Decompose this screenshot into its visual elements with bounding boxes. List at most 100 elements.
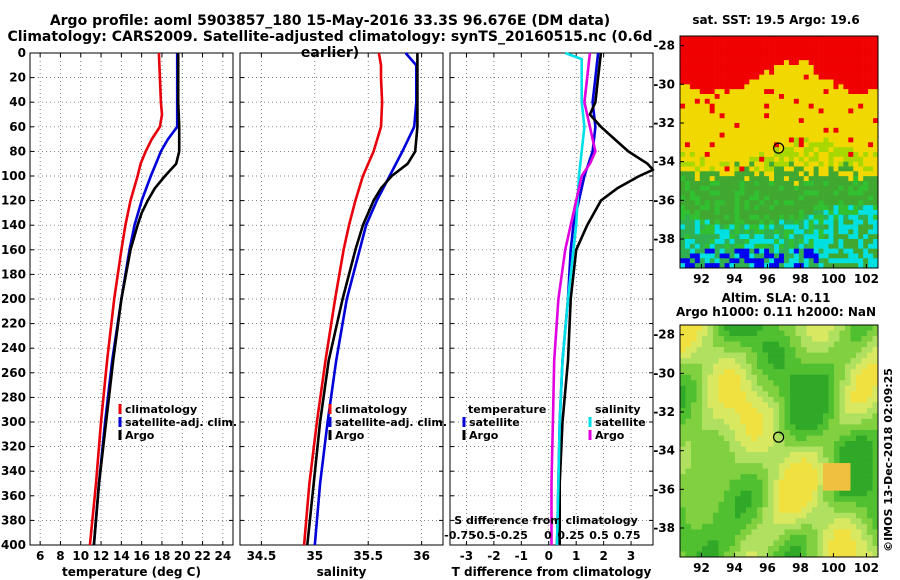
sst-cell bbox=[828, 166, 834, 172]
sst-cell bbox=[813, 79, 819, 85]
sst-cell bbox=[838, 98, 844, 104]
sst-cell bbox=[779, 36, 785, 42]
sla-cell bbox=[823, 363, 829, 370]
sst-cell bbox=[873, 118, 879, 124]
sst-cell bbox=[764, 65, 770, 71]
sst-cell bbox=[788, 200, 795, 206]
x-tick-label: 1 bbox=[572, 549, 580, 563]
sla-cell bbox=[861, 507, 868, 514]
sla-cell bbox=[729, 441, 736, 447]
sst-cell bbox=[684, 210, 691, 216]
sst-cell bbox=[779, 190, 785, 196]
sst-cell bbox=[754, 89, 760, 95]
sla-cell bbox=[713, 325, 719, 331]
sla-cell bbox=[784, 452, 791, 458]
sst-cell bbox=[739, 253, 745, 259]
sst-cell bbox=[754, 152, 760, 158]
sla-cell bbox=[746, 330, 752, 337]
sst-cell bbox=[858, 98, 864, 104]
sst-cell bbox=[684, 229, 691, 235]
sst-cell bbox=[774, 113, 780, 119]
sst-cell bbox=[769, 195, 775, 201]
sla-cell bbox=[729, 479, 736, 486]
sla-cell bbox=[867, 446, 873, 453]
sla-cell bbox=[790, 452, 796, 458]
sla-cell bbox=[724, 457, 730, 464]
sst-cell bbox=[764, 108, 770, 114]
sla-cell bbox=[718, 468, 725, 475]
sst-cell bbox=[689, 248, 696, 254]
sst-cell bbox=[873, 248, 879, 254]
sst-cell bbox=[813, 142, 819, 148]
sla-cell bbox=[790, 341, 796, 348]
sla-cell bbox=[801, 336, 807, 342]
sst-cell bbox=[749, 248, 755, 254]
sla-cell bbox=[740, 441, 747, 447]
sla-cell bbox=[872, 501, 879, 508]
sst-cell bbox=[714, 253, 720, 259]
sst-cell bbox=[684, 224, 691, 230]
sst-cell bbox=[774, 142, 780, 148]
sst-cell bbox=[808, 234, 814, 240]
sst-cell bbox=[853, 118, 859, 124]
sla-cell bbox=[801, 501, 807, 508]
sst-cell bbox=[813, 152, 819, 158]
sst-cell bbox=[704, 45, 710, 51]
sla-cell bbox=[773, 463, 780, 469]
sla-cell bbox=[839, 534, 846, 541]
sst-cell bbox=[783, 195, 790, 201]
sst-cell bbox=[774, 166, 780, 172]
sla-cell bbox=[861, 352, 868, 359]
sst-cell bbox=[793, 229, 800, 235]
sst-cell bbox=[803, 74, 809, 80]
sst-cell bbox=[838, 239, 844, 245]
sla-cell bbox=[845, 369, 851, 376]
sst-cell bbox=[838, 200, 844, 206]
sst-cell bbox=[744, 98, 750, 104]
sla-cell bbox=[806, 363, 813, 370]
sla-cell bbox=[768, 363, 774, 370]
sla-cell bbox=[685, 479, 692, 486]
sla-cell bbox=[691, 501, 697, 508]
sst-cell bbox=[719, 205, 725, 211]
sla-cell bbox=[850, 336, 857, 342]
sst-cell bbox=[793, 40, 800, 46]
sst-cell bbox=[744, 176, 750, 182]
sst-cell bbox=[689, 229, 696, 235]
x-tick-label: 10 bbox=[72, 549, 89, 563]
sla-cell bbox=[795, 441, 802, 447]
sla-cell bbox=[707, 352, 714, 359]
sla-cell bbox=[696, 402, 703, 409]
sla-cell bbox=[680, 336, 686, 342]
sst-cell bbox=[828, 205, 834, 211]
sst-cell bbox=[843, 142, 849, 148]
sla-cell bbox=[790, 418, 796, 425]
sst-cell bbox=[848, 65, 854, 71]
sla-cell bbox=[762, 540, 769, 547]
sst-cell bbox=[769, 239, 775, 245]
sla-cell bbox=[762, 413, 769, 420]
sst-cell bbox=[759, 94, 765, 100]
sst-cell bbox=[739, 156, 745, 162]
sla-cell bbox=[856, 463, 862, 469]
sla-cell bbox=[685, 341, 692, 348]
sla-cell bbox=[828, 325, 835, 331]
sla-cell bbox=[691, 479, 697, 486]
sst-cell bbox=[689, 123, 696, 129]
sla-cell bbox=[867, 330, 873, 337]
sst-cell bbox=[684, 113, 691, 119]
legend-label: Argo bbox=[595, 429, 625, 442]
sst-cell bbox=[754, 123, 760, 129]
sla-cell bbox=[867, 441, 873, 447]
sst-cell bbox=[843, 40, 849, 46]
sla-cell bbox=[707, 518, 714, 525]
sst-cell bbox=[873, 40, 879, 46]
sla-cell bbox=[784, 363, 791, 370]
sla-cell bbox=[724, 529, 730, 536]
sst-cell bbox=[744, 214, 750, 220]
map-y-tick-label: -34 bbox=[653, 444, 675, 458]
sst-cell bbox=[714, 132, 720, 138]
sst-cell bbox=[684, 258, 691, 264]
sst-cell bbox=[838, 118, 844, 124]
